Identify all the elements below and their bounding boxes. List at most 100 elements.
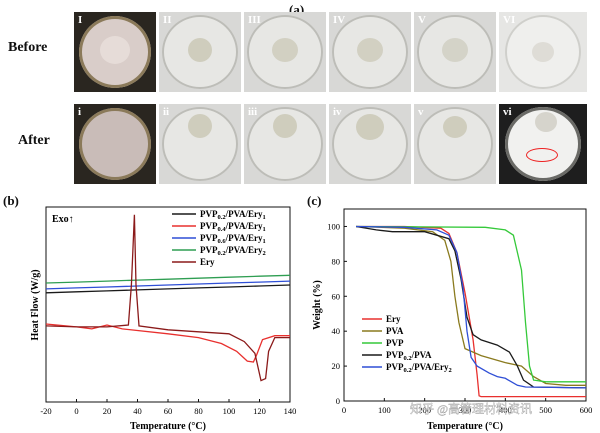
x-axis-ticks: 0 100 200 300 400 500 600 — [342, 398, 593, 415]
sample-film — [532, 42, 554, 62]
legend-label: PVP0.6/PVA/Ery1 — [200, 233, 266, 245]
row-label-before: Before — [8, 40, 48, 55]
legend-label-part: 0.2 — [218, 250, 226, 257]
tile-label: I — [78, 14, 83, 26]
y-axis-ticks: 0 20 40 60 80 100 — [327, 221, 347, 406]
y-tick-label: 40 — [332, 326, 341, 336]
x-axis-ticks: -20 0 20 40 60 80 100 120 140 — [40, 399, 296, 416]
x-tick-label: 60 — [164, 406, 173, 416]
legend-label-part: /PVA/Ery — [411, 362, 449, 372]
photo-tile-i: i — [74, 104, 156, 184]
watermark: 知乎 @高管理材料资讯 — [410, 401, 532, 416]
tile-label: i — [78, 106, 82, 118]
photo-tile-I: I — [74, 12, 156, 92]
legend-label-part: 0.4 — [218, 226, 227, 233]
legend-label: Ery — [386, 314, 401, 324]
legend-label-part: 1 — [262, 238, 265, 245]
tile-label: II — [163, 14, 172, 26]
tga-chart: 0 100 200 300 400 500 600 0 20 40 60 80 100 Ery PVA P… — [312, 208, 593, 432]
photo-tile-iii: iii — [244, 104, 326, 184]
photo-tile-VI: VI — [499, 12, 587, 92]
sample-film — [100, 36, 130, 64]
tile-label: III — [248, 14, 261, 26]
dsc-chart: -20 0 20 40 60 80 100 120 140 Exo↑ PVP0.2/PVA/Er… — [30, 206, 296, 432]
highlight-ellipse — [526, 148, 558, 162]
legend-label-part: /PVA/Ery — [225, 233, 263, 243]
tile-label: iii — [248, 106, 258, 118]
y-tick-label: 60 — [332, 291, 341, 301]
x-axis-label: Temperature (°C) — [130, 421, 206, 432]
legend-label-part: PVP — [200, 209, 218, 219]
legend-label: PVP0.2/PVA/Ery2 — [386, 362, 452, 374]
x-tick-label: 100 — [223, 406, 236, 416]
tile-label: V — [418, 14, 426, 26]
y-tick-label: 0 — [336, 396, 340, 406]
series-line — [356, 225, 586, 383]
x-tick-label: 20 — [103, 406, 112, 416]
series-line — [356, 225, 587, 389]
tile-label: vi — [503, 106, 512, 118]
series-line — [45, 274, 291, 284]
panel-c-label: (c) — [307, 193, 322, 208]
series-line — [45, 284, 291, 294]
x-tick-label: 40 — [133, 406, 142, 416]
legend: PVP0.2/PVA/Ery1PVP0.4/PVA/Ery1PVP0.6/PVA… — [172, 209, 266, 267]
legend-label-part: /PVA/Ery — [225, 209, 263, 219]
tile-label: VI — [503, 14, 516, 26]
legend-label: PVP0.2/PVA — [386, 350, 432, 362]
legend-label-part: PVP — [386, 338, 404, 348]
legend-label-part: 1 — [262, 226, 265, 233]
series-line — [45, 214, 290, 382]
photo-tile-ii: ii — [159, 104, 241, 184]
legend-label-part: PVP — [386, 350, 404, 360]
legend-label: Ery — [200, 257, 215, 267]
tile-label: ii — [163, 106, 170, 118]
legend-label-part: 0.2 — [218, 214, 226, 221]
x-tick-label: -20 — [40, 406, 51, 416]
legend-label: PVP0.2/PVA/Ery2 — [200, 245, 266, 257]
tile-label: IV — [333, 14, 346, 26]
legend-label-part: Ery — [386, 314, 401, 324]
photo-tile-III: III — [244, 12, 326, 92]
plot-lines — [45, 214, 291, 382]
x-axis-label: Temperature (°C) — [427, 421, 503, 432]
sample-film — [273, 114, 297, 138]
sample-film — [357, 38, 383, 62]
legend-label-part: 2 — [448, 367, 451, 374]
photo-tile-iv: iv — [329, 104, 411, 184]
legend-label: PVP0.4/PVA/Ery1 — [200, 221, 266, 233]
photo-tile-v: v — [414, 104, 496, 184]
photo-tile-II: II — [159, 12, 241, 92]
sample-film — [443, 116, 467, 138]
plot-lines — [355, 225, 587, 398]
legend-label-part: /PVA/Ery — [225, 221, 263, 231]
legend-label-part: 1 — [262, 214, 265, 221]
y-axis-label: Weight (%) — [312, 280, 323, 330]
legend-label-part: PVP — [200, 221, 218, 231]
legend-label: PVP0.2/PVA/Ery1 — [200, 209, 266, 221]
sample-film — [442, 38, 468, 62]
legend-label-part: 2 — [262, 250, 265, 257]
sample-film — [356, 114, 384, 140]
x-tick-label: 200 — [418, 405, 431, 415]
legend-label-part: 0.6 — [218, 238, 227, 245]
x-tick-label: 80 — [194, 406, 203, 416]
y-tick-label: 100 — [327, 221, 340, 231]
y-axis-label: Heat Flow (W/g) — [30, 269, 41, 340]
y-tick-label: 80 — [332, 256, 341, 266]
x-tick-label: 400 — [499, 405, 512, 415]
legend-label-part: /PVA/Ery — [225, 245, 263, 255]
sample-film — [272, 38, 298, 62]
row-label-after: After — [18, 133, 50, 148]
x-tick-label: 600 — [580, 405, 593, 415]
photo-tile-IV: IV — [329, 12, 411, 92]
legend-label-part: PVP — [386, 362, 404, 372]
series-line — [45, 323, 290, 363]
y-tick-label: 20 — [332, 361, 341, 371]
x-tick-label: 120 — [253, 406, 266, 416]
sample-film — [188, 114, 212, 138]
legend-label-part: PVP — [200, 233, 218, 243]
sample-film — [188, 38, 212, 62]
legend-label-part: 0.2 — [404, 367, 412, 374]
